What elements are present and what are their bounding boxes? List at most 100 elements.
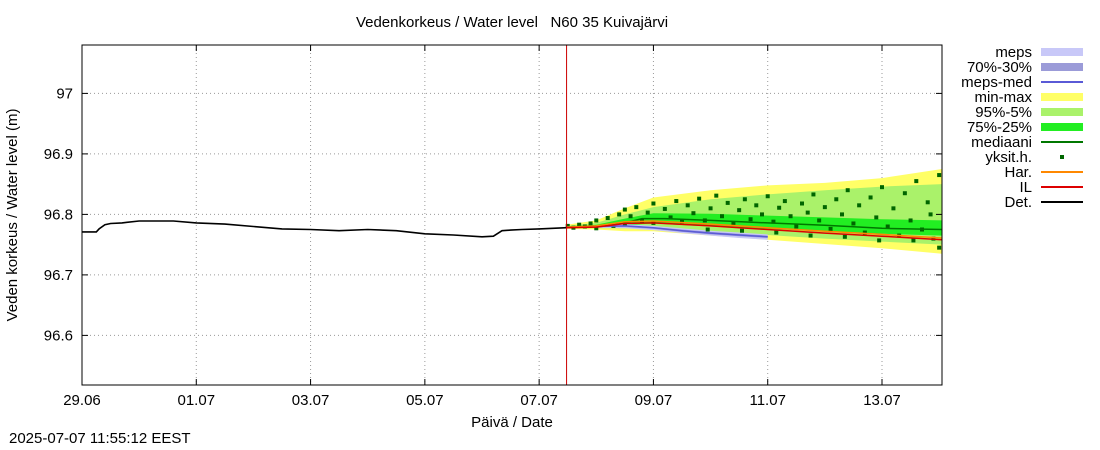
yksit-point [842, 234, 847, 239]
yksit-point [834, 197, 839, 202]
legend: meps70%-30%meps-medmin-max95%-5%75%-25%m… [961, 44, 1083, 211]
yksit-point [911, 238, 916, 243]
legend-swatch [1041, 108, 1083, 116]
legend-label: meps-med [961, 74, 1032, 91]
y-axis-label: Veden korkeus / Water level (m) [4, 109, 21, 322]
series-lines [82, 217, 942, 241]
yksit-point [788, 214, 793, 219]
legend-item: 75%-25% [967, 119, 1083, 136]
legend-item: meps-med [961, 74, 1083, 91]
yksit-point [588, 221, 593, 226]
band-meps [566, 224, 768, 240]
chart-title: Vedenkorkeus / Water level N60 35 Kuivaj… [356, 14, 668, 31]
legend-item: Har. [1004, 164, 1083, 181]
legend-swatch [1060, 155, 1064, 159]
legend-item: Det. [1004, 194, 1083, 211]
yksit-point [914, 179, 919, 184]
yksit-point [828, 226, 833, 231]
yksit-point [902, 191, 907, 196]
x-tick-label: 11.07 [749, 392, 785, 409]
yksit-point [714, 193, 719, 198]
legend-label: 70%-30% [967, 59, 1032, 76]
yksit-point [565, 223, 570, 228]
series-har [566, 220, 942, 239]
yksit-point [794, 224, 799, 229]
yksit-point [800, 201, 804, 206]
legend-swatch [1041, 93, 1083, 101]
yksit-point [645, 210, 650, 215]
yksit-point [685, 203, 690, 208]
yksit-point [725, 200, 730, 205]
y-tick-label: 97 [56, 85, 73, 102]
yksit-point [817, 218, 822, 223]
x-axis-label: Päivä / Date [471, 414, 553, 431]
yksit-point [805, 210, 810, 215]
legend-label: yksit.h. [985, 149, 1032, 166]
yksit-point [622, 207, 627, 212]
x-tick-label: 07.07 [520, 392, 558, 409]
yksit-point [891, 206, 896, 211]
legend-label: 75%-25% [967, 119, 1032, 136]
yksit-point [857, 203, 862, 208]
yksit-point [748, 217, 753, 222]
yksit-point [617, 212, 622, 217]
series-det [82, 220, 567, 238]
legend-item: 70%-30% [967, 59, 1083, 76]
yksit-point [908, 218, 913, 223]
legend-item: min-max [974, 89, 1083, 106]
yksit-point [731, 221, 736, 226]
yksit-point [782, 199, 787, 204]
y-tick-label: 96.9 [44, 146, 73, 163]
yksit-point [862, 230, 867, 235]
legend-item: meps [995, 44, 1083, 61]
axis-ticks: 29.06 01.07 03.07 05.07 07.07 09.07 11.07 13.07… [44, 45, 942, 409]
yksit-point [877, 238, 882, 243]
yksit-point [851, 221, 856, 226]
timestamp: 2025-07-07 11:55:12 EEST [9, 430, 191, 447]
yksit-point [594, 218, 599, 223]
yksit-point [937, 173, 942, 178]
yksit-point [740, 228, 744, 233]
yksit-point [680, 219, 684, 224]
series-il [566, 222, 942, 241]
yksit-point [697, 196, 702, 201]
yksit-point [662, 206, 667, 211]
yksit-point [822, 205, 827, 210]
yksit-point [754, 203, 759, 208]
legend-label: mediaani [971, 134, 1032, 151]
yksit-point [577, 222, 582, 227]
yksit-point [808, 233, 813, 238]
yksit-point [708, 206, 713, 211]
yksit-point [777, 205, 782, 210]
legend-label: IL [1019, 179, 1032, 196]
legend-label: meps [995, 44, 1032, 61]
yksit-point [868, 195, 873, 200]
legend-label: Det. [1004, 194, 1032, 211]
yksit-point [674, 199, 679, 204]
yksit-point [774, 230, 779, 235]
yksit-point [771, 219, 776, 224]
yksit-point [811, 192, 816, 197]
legend-label: min-max [974, 89, 1032, 106]
legend-swatch [1041, 48, 1083, 56]
yksit-point [651, 201, 656, 206]
yksit-point [760, 212, 764, 217]
yksit-point [628, 214, 633, 219]
yksit-point [885, 224, 890, 229]
plot-border [81, 44, 943, 386]
yksit-point [928, 212, 933, 217]
y-tick-label: 96.7 [44, 267, 73, 284]
yksit-point [765, 194, 770, 199]
yksit-point [737, 208, 742, 213]
legend-item: 95%-5% [975, 104, 1083, 121]
legend-swatch [1041, 123, 1083, 131]
yksit-point [742, 197, 747, 202]
legend-swatch [1041, 63, 1083, 71]
band-70-30- [566, 225, 768, 238]
legend-item: yksit.h. [985, 149, 1064, 166]
legend-label: Har. [1004, 164, 1032, 181]
x-tick-label: 29.06 [63, 392, 101, 409]
yksit-point [840, 212, 844, 217]
yksit-point [874, 215, 879, 220]
